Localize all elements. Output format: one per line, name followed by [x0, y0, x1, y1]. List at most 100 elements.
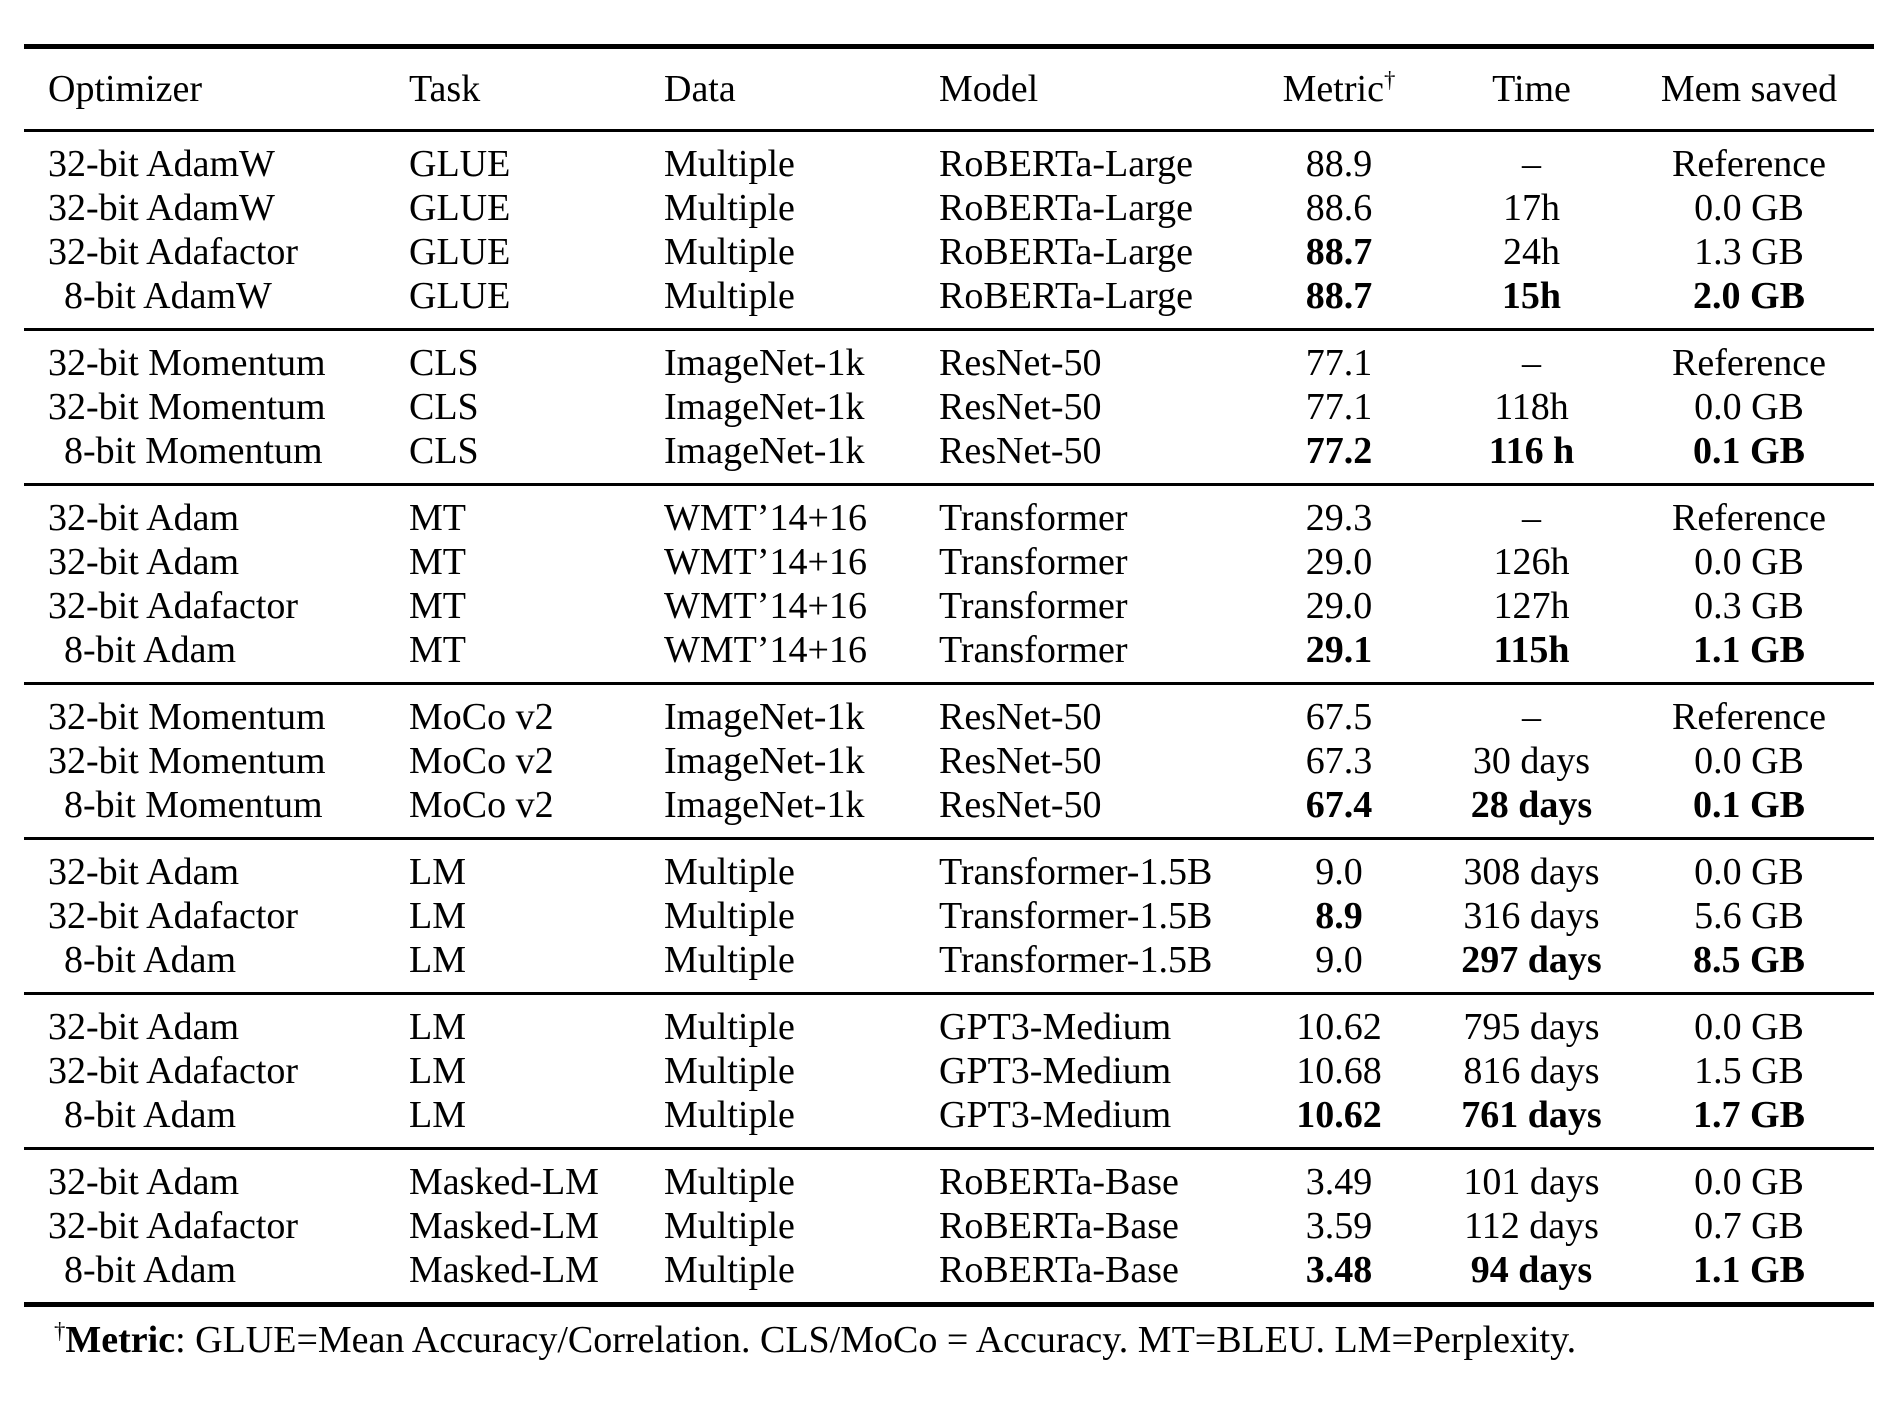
cell-metric: 8.9: [1315, 895, 1363, 937]
cell-time: 94 days: [1470, 1249, 1593, 1291]
table-row: 8-bit Adam MT WMT’14+16 Transformer 29.1 115h…: [24, 628, 1874, 684]
table-row: 32-bit Adafactor LM Multiple GPT3-Medium 10.…: [24, 1049, 1874, 1093]
cell-data: Multiple: [664, 851, 795, 893]
cell-task: LM: [409, 939, 466, 981]
cell-mem: Reference: [1672, 696, 1826, 738]
cell-metric: 77.1: [1305, 342, 1373, 384]
cell-task: CLS: [409, 386, 479, 428]
cell-model: Transformer: [939, 585, 1128, 627]
cell-metric: 29.0: [1305, 541, 1373, 583]
cell-task: Masked-LM: [409, 1161, 599, 1203]
table-group: 32-bit Momentum MoCo v2 ImageNet-1k ResNet-…: [24, 683, 1874, 839]
cell-time: 28 days: [1470, 784, 1593, 826]
cell-model: RoBERTa-Base: [939, 1249, 1179, 1291]
cell-mem: 0.0 GB: [1694, 1161, 1804, 1203]
cell-model: ResNet-50: [939, 386, 1102, 428]
table-row: 8-bit Adam LM Multiple GPT3-Medium 10.62 761 …: [24, 1093, 1874, 1149]
cell-model: RoBERTa-Large: [939, 187, 1193, 229]
table-row: 32-bit Adafactor GLUE Multiple RoBERTa-Larg…: [24, 230, 1874, 274]
cell-data: Multiple: [664, 1094, 795, 1136]
cell-optimizer: 8-bit Adam: [64, 1249, 237, 1291]
cell-optimizer: 32-bit Momentum: [48, 696, 326, 738]
cell-time: 816 days: [1463, 1050, 1600, 1092]
cell-data: ImageNet-1k: [664, 430, 865, 472]
cell-task: CLS: [409, 342, 479, 384]
cell-metric: 88.9: [1305, 143, 1373, 185]
table-row: 8-bit Momentum MoCo v2 ImageNet-1k ResNet-5…: [24, 783, 1874, 839]
cell-task: MT: [409, 585, 466, 627]
cell-mem: 1.3 GB: [1694, 231, 1804, 273]
cell-data: Multiple: [664, 1006, 795, 1048]
cell-model: RoBERTa-Large: [939, 143, 1193, 185]
column-header-mem-saved: Mem saved: [1660, 68, 1838, 110]
cell-metric: 88.6: [1305, 187, 1373, 229]
cell-data: Multiple: [664, 1050, 795, 1092]
cell-metric: 10.62: [1296, 1094, 1382, 1136]
cell-task: LM: [409, 895, 466, 937]
cell-task: MT: [409, 497, 466, 539]
header-row: Optimizer Task Data Model Metric† Time M…: [24, 47, 1874, 131]
cell-time: 116 h: [1488, 430, 1575, 472]
table-header: Optimizer Task Data Model Metric† Time M…: [24, 47, 1874, 131]
cell-time: 30 days: [1472, 740, 1591, 782]
table-group: 32-bit Adam MT WMT’14+16 Transformer 29.3 – Re…: [24, 484, 1874, 684]
cell-time: 795 days: [1463, 1006, 1600, 1048]
cell-mem: 0.3 GB: [1694, 585, 1804, 627]
cell-time: 24h: [1503, 231, 1560, 273]
table-row: 8-bit Adam LM Multiple Transformer-1.5B 9.0 2…: [24, 938, 1874, 994]
table-row: 32-bit AdamW GLUE Multiple RoBERTa-Large 88.…: [24, 131, 1874, 187]
cell-task: GLUE: [409, 187, 511, 229]
table-row: 32-bit Momentum MoCo v2 ImageNet-1k ResNet-…: [24, 739, 1874, 783]
table-row: 32-bit Momentum CLS ImageNet-1k ResNet-50 77…: [24, 330, 1874, 386]
cell-data: Multiple: [664, 231, 795, 273]
cell-mem: 0.0 GB: [1694, 851, 1804, 893]
table-row: 32-bit Adam LM Multiple Transformer-1.5B 9.0…: [24, 839, 1874, 895]
cell-mem: Reference: [1672, 143, 1826, 185]
cell-optimizer: 8-bit Momentum: [64, 784, 323, 826]
cell-optimizer: 32-bit Adafactor: [48, 1050, 299, 1092]
cell-task: GLUE: [409, 275, 511, 317]
cell-model: ResNet-50: [939, 342, 1102, 384]
cell-model: Transformer-1.5B: [939, 851, 1213, 893]
cell-mem: 2.0 GB: [1693, 275, 1805, 317]
table-row: 32-bit Adafactor MT WMT’14+16 Transformer 29…: [24, 584, 1874, 628]
cell-mem: 1.5 GB: [1694, 1050, 1804, 1092]
cell-metric: 67.3: [1305, 740, 1373, 782]
table-footnote: †Metric: GLUE=Mean Accuracy/Correlation.…: [54, 1317, 1874, 1363]
cell-time: 127h: [1493, 585, 1570, 627]
cell-data: Multiple: [664, 143, 795, 185]
cell-data: ImageNet-1k: [664, 784, 865, 826]
cell-time: 126h: [1493, 541, 1570, 583]
cell-optimizer: 32-bit Adam: [48, 497, 240, 539]
cell-data: Multiple: [664, 939, 795, 981]
cell-metric: 9.0: [1315, 851, 1363, 893]
table-row: 8-bit Momentum CLS ImageNet-1k ResNet-50 77.…: [24, 429, 1874, 485]
cell-data: WMT’14+16: [664, 541, 867, 583]
cell-mem: 5.6 GB: [1694, 895, 1804, 937]
cell-model: ResNet-50: [939, 740, 1102, 782]
table-row: 32-bit Adam Masked-LM Multiple RoBERTa-Base…: [24, 1149, 1874, 1205]
cell-data: Multiple: [664, 1249, 795, 1291]
cell-model: GPT3-Medium: [939, 1050, 1172, 1092]
table-row: 8-bit Adam Masked-LM Multiple RoBERTa-Base 3…: [24, 1248, 1874, 1305]
table-row: 32-bit Adam LM Multiple GPT3-Medium 10.62 795…: [24, 994, 1874, 1050]
cell-metric: 29.1: [1305, 629, 1373, 671]
cell-metric: 29.0: [1305, 585, 1373, 627]
cell-mem: 0.0 GB: [1694, 541, 1804, 583]
table-row: 8-bit AdamW GLUE Multiple RoBERTa-Large 88.7…: [24, 274, 1874, 330]
table-row: 32-bit Adam MT WMT’14+16 Transformer 29.0 126…: [24, 540, 1874, 584]
cell-optimizer: 32-bit Momentum: [48, 386, 326, 428]
cell-metric: 67.5: [1305, 696, 1373, 738]
cell-optimizer: 32-bit Adafactor: [48, 1205, 299, 1247]
cell-mem: 0.0 GB: [1694, 187, 1804, 229]
cell-data: Multiple: [664, 1205, 795, 1247]
cell-metric: 88.7: [1305, 275, 1373, 317]
cell-model: Transformer: [939, 629, 1128, 671]
table-group: 32-bit Adam LM Multiple Transformer-1.5B 9.0…: [24, 838, 1874, 994]
cell-optimizer: 8-bit Adam: [64, 1094, 237, 1136]
cell-mem: Reference: [1672, 497, 1826, 539]
cell-mem: 0.7 GB: [1694, 1205, 1804, 1247]
cell-model: Transformer: [939, 497, 1128, 539]
table-row: 32-bit Momentum CLS ImageNet-1k ResNet-50 77…: [24, 385, 1874, 429]
cell-mem: 0.0 GB: [1694, 740, 1804, 782]
